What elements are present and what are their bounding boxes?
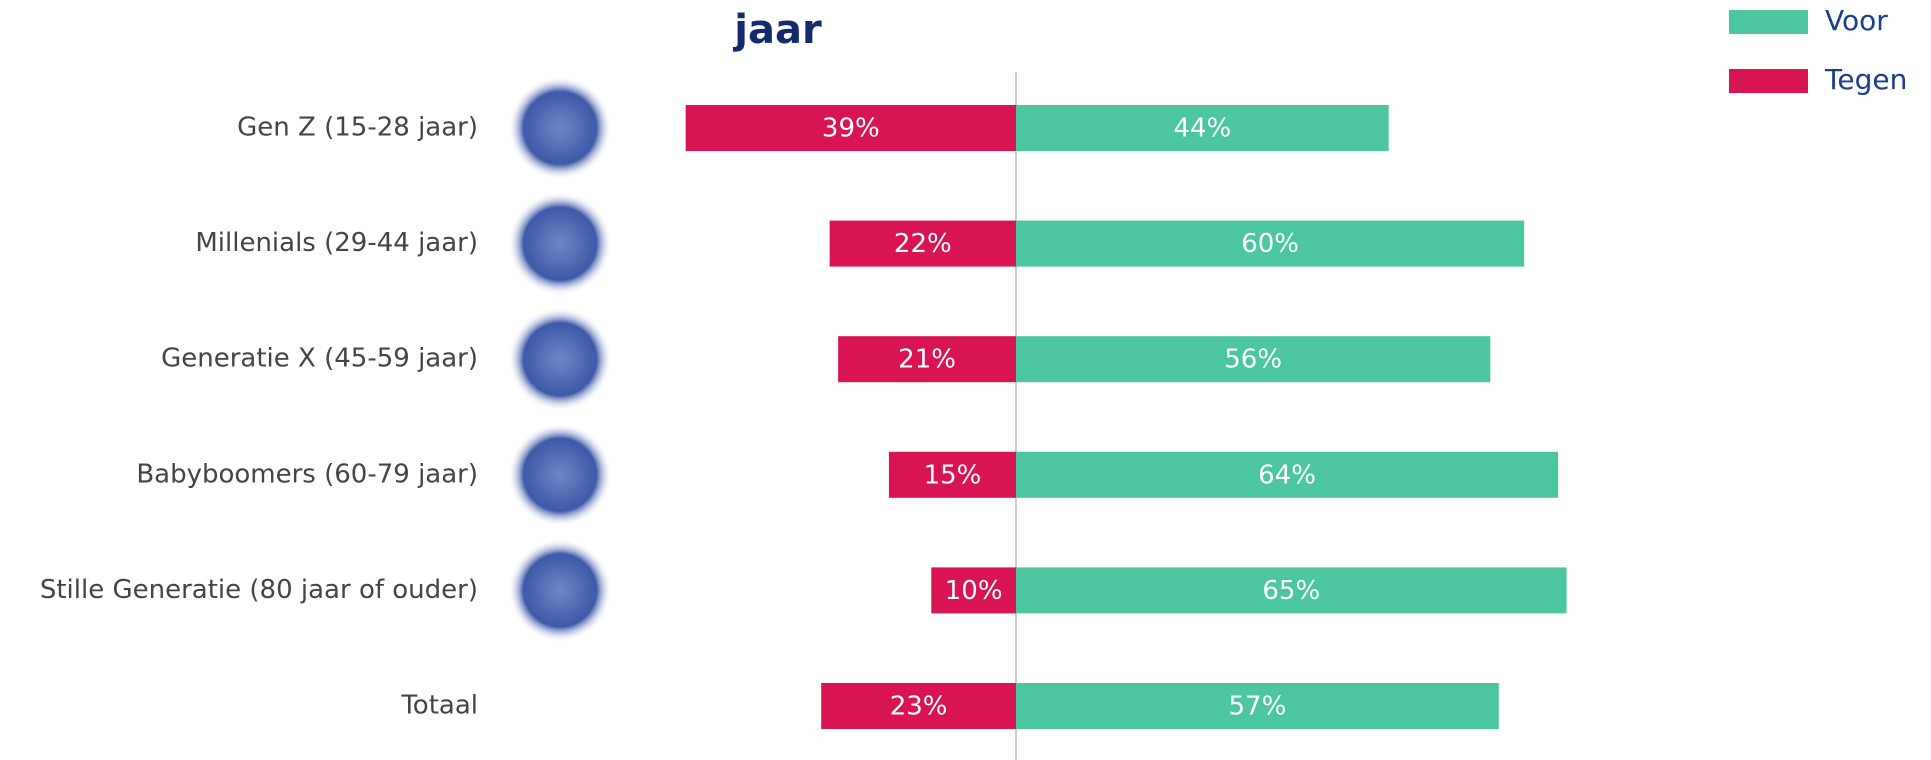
bar <box>829 220 1016 267</box>
bar <box>1016 105 1389 151</box>
category-label: Totaal <box>400 691 478 721</box>
category-label: Gen Z (15-28 jaar) <box>237 113 478 143</box>
value-label: 10% <box>945 576 1003 606</box>
value-label: 57% <box>1228 692 1286 722</box>
value-label: 56% <box>1224 345 1282 375</box>
category-label: Stille Generatie (80 jaar of ouder) <box>40 575 478 605</box>
value-label: 21% <box>898 345 956 375</box>
bar <box>1016 683 1499 729</box>
bar <box>821 683 1016 729</box>
value-label: 39% <box>822 114 880 144</box>
value-label: 64% <box>1258 460 1316 490</box>
portrait <box>508 422 612 527</box>
bar <box>1016 451 1559 498</box>
category-label: Generatie X (45-59 jaar) <box>161 344 478 374</box>
portrait <box>508 76 612 180</box>
portrait <box>508 307 612 412</box>
value-label: 44% <box>1173 114 1231 144</box>
chart-title: jaar <box>732 7 822 53</box>
legend-swatch <box>1729 69 1808 93</box>
bar <box>685 105 1016 151</box>
value-label: 22% <box>894 229 952 259</box>
portrait <box>508 538 612 643</box>
value-label: 65% <box>1262 576 1320 606</box>
bar <box>1016 336 1491 383</box>
legend-label: Tegen <box>1824 63 1907 96</box>
value-label: 15% <box>924 460 982 490</box>
value-label: 23% <box>890 692 948 722</box>
bar <box>931 567 1016 614</box>
category-label: Babyboomers (60-79 jaar) <box>136 459 478 489</box>
category-label: Millenials (29-44 jaar) <box>195 228 478 258</box>
bar <box>838 336 1016 383</box>
portrait <box>508 191 612 296</box>
bar <box>1016 220 1525 267</box>
value-label: 60% <box>1241 229 1299 259</box>
legend-swatch <box>1729 10 1808 34</box>
bar <box>1016 567 1567 614</box>
legend-label: Voor <box>1825 4 1888 37</box>
bar <box>888 451 1016 498</box>
